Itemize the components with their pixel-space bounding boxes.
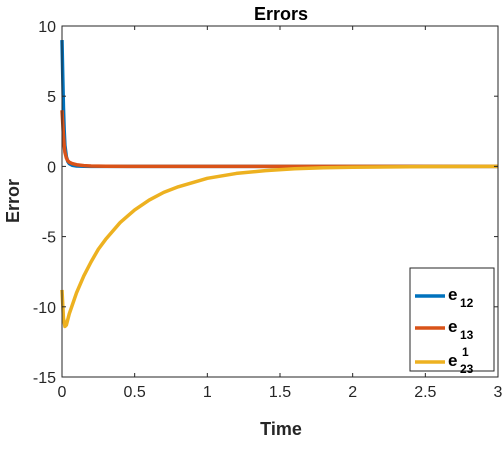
- legend-subscript-13: 13: [460, 328, 474, 342]
- x-tick-label: 0: [58, 384, 67, 401]
- series-line-13: [60, 110, 498, 169]
- y-tick-label: 5: [47, 89, 56, 106]
- x-tick-label: 1.5: [269, 384, 291, 401]
- y-tick-label: -10: [33, 300, 56, 317]
- x-tick-label: 3: [494, 384, 503, 401]
- legend-label-23: e: [448, 351, 457, 370]
- legend-subscript-12: 12: [460, 296, 474, 310]
- y-tick-label: 0: [47, 159, 56, 176]
- chart-title: Errors: [254, 4, 308, 24]
- y-tick-label: 10: [38, 19, 56, 36]
- x-tick-label: 1: [203, 384, 212, 401]
- x-tick-label: 0.5: [124, 384, 146, 401]
- legend: e 12e 13e 231: [409, 267, 495, 376]
- legend-label-13: e: [448, 317, 457, 336]
- series-layer: [60, 40, 499, 329]
- x-tick-label: 2: [348, 384, 357, 401]
- legend-superscript-23: 1: [462, 345, 469, 359]
- series-line-23: [60, 164, 499, 329]
- y-tick-label: -15: [33, 370, 56, 387]
- legend-label-12: e: [448, 285, 457, 304]
- x-tick-label: 2.5: [414, 384, 436, 401]
- legend-subscript-23: 23: [460, 362, 474, 376]
- tick-labels-layer: 0 0.5 1 1.5 2 2.5 3 -15 -10 -5 0 5 10: [33, 19, 503, 401]
- y-tick-label: -5: [42, 230, 56, 247]
- legend-box: [409, 267, 495, 372]
- x-axis-label: Time: [260, 419, 302, 439]
- y-axis-label: Error: [3, 179, 23, 223]
- ticks-layer: [61, 25, 499, 378]
